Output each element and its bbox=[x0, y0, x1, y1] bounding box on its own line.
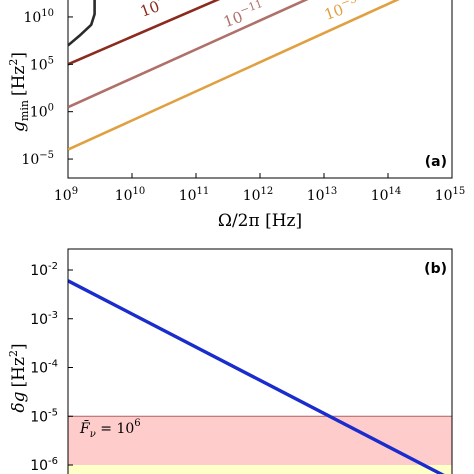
panel-a-y-tick-label-3: 1010 bbox=[23, 8, 54, 26]
panel-a-y-tick-label-0: 10−5 bbox=[21, 150, 54, 168]
panel-a-annotation-2: 10−11 bbox=[220, 0, 267, 31]
panel-b-y-tick-label-1: 10-3 bbox=[30, 310, 58, 328]
panel-b-label: (b) bbox=[424, 261, 447, 277]
panel-a-y-tick-label-1: 100 bbox=[30, 103, 54, 121]
panel-b-series bbox=[68, 279, 445, 474]
panel-b-frame bbox=[67, 248, 453, 474]
panel-a-x-ticks: 109 1010 1011 1012 1013 1014 1015 bbox=[54, 173, 465, 204]
panel-b-lower-band bbox=[68, 465, 452, 474]
panel-a-frame bbox=[67, 0, 453, 179]
panel-b-y-ticks: 10-2 10-3 10-4 10-5 10-6 bbox=[30, 261, 73, 474]
panel-a-x-tick-label-5: 1014 bbox=[371, 186, 402, 204]
panel-a-annotation-3: 10−5 bbox=[321, 0, 361, 24]
panel-a-label: (a) bbox=[425, 154, 447, 170]
panel-a-series bbox=[68, 0, 400, 151]
panel-a-x-tick-label-1: 1010 bbox=[115, 186, 146, 204]
panel-a: 109 1010 1011 1012 1013 1014 1015 10−510010510… bbox=[7, 0, 465, 231]
panel-a-series-line-1 bbox=[68, 0, 96, 47]
panel-a-annotation-1: 10−19 bbox=[137, 0, 184, 21]
panel-a-x-tick-label-2: 1011 bbox=[179, 186, 210, 204]
panel-b-bands bbox=[68, 415, 452, 474]
panel-b-y-tick-label-2: 10-4 bbox=[30, 359, 58, 377]
panel-a-x-axis-label: Ω/2π [Hz] bbox=[218, 211, 302, 231]
panel-a-x-tick-label-6: 1015 bbox=[435, 186, 466, 204]
panel-a-series-line-2 bbox=[68, 0, 221, 66]
panel-a-x-tick-label-3: 1012 bbox=[243, 186, 274, 204]
panel-a-annotations: 10−19 10−11 10−5 bbox=[137, 0, 361, 31]
panel-a-y-ticks: 10−5 100 105 1010 bbox=[21, 8, 73, 168]
panel-b-series-line-1 bbox=[68, 279, 445, 474]
panel-a-series-line-3 bbox=[68, 0, 309, 109]
panel-b-y-tick-label-0: 10-2 bbox=[30, 261, 58, 279]
panel-b-y-tick-label-3: 10-5 bbox=[30, 407, 58, 425]
panel-b: 10-2 10-3 10-4 10-5 10-6 (b) δg[Hz2] F̄ν = 1… bbox=[7, 248, 453, 474]
panel-a-y-tick-label-2: 105 bbox=[30, 55, 54, 73]
panel-a-x-tick-label-4: 1013 bbox=[307, 186, 338, 204]
band-label: F̄ν = 106 bbox=[79, 418, 141, 440]
panel-b-band-1 bbox=[68, 416, 452, 465]
panel-a-y-axis-label: gmin[Hz2] bbox=[7, 52, 31, 132]
panel-b-y-axis-label: δg[Hz2] bbox=[7, 343, 29, 412]
panel-b-y-tick-label-4: 10-6 bbox=[30, 456, 58, 474]
panel-a-series-line-4 bbox=[68, 0, 400, 151]
panel-a-x-tick-label-0: 109 bbox=[54, 186, 78, 204]
